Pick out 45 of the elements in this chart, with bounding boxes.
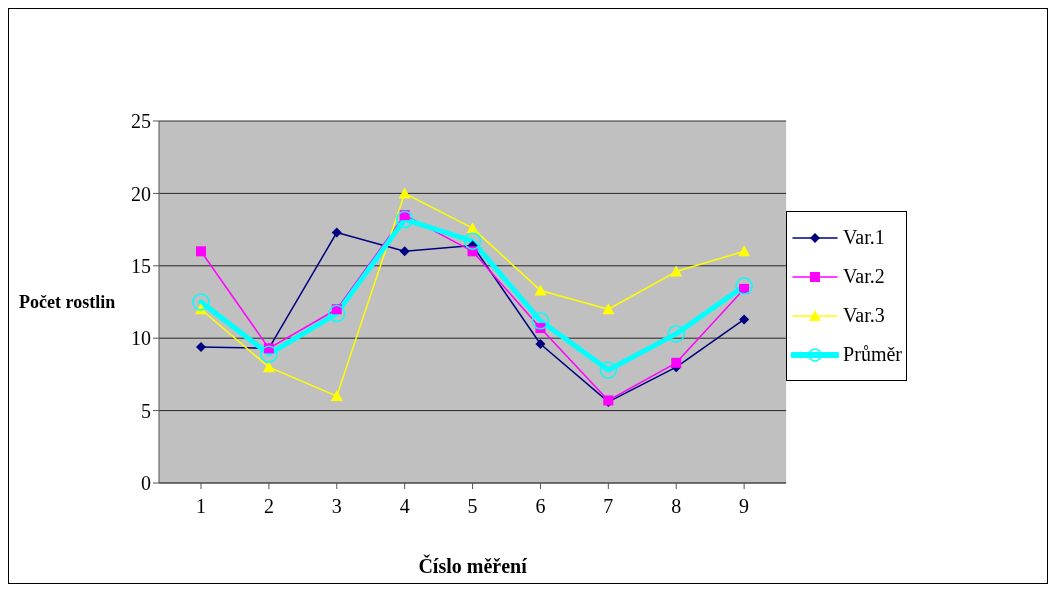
point [535, 338, 546, 349]
point [331, 227, 342, 238]
x-tick-label: 4 [399, 495, 410, 518]
point [463, 232, 482, 250]
point [260, 345, 278, 363]
point [531, 312, 550, 330]
y-tick-label: 0 [141, 472, 151, 495]
y-tick-label: 25 [131, 110, 151, 133]
point [599, 361, 618, 379]
point [670, 265, 683, 277]
point [196, 341, 206, 352]
x-tick-label: 7 [603, 495, 614, 518]
point [399, 246, 410, 257]
point [196, 246, 206, 257]
y-tick-label: 5 [141, 399, 151, 422]
x-tick-label: 8 [671, 495, 682, 518]
point [671, 357, 682, 368]
point [328, 304, 346, 323]
legend-label: Var.1 [843, 226, 885, 249]
point [738, 245, 751, 257]
point [398, 187, 411, 199]
point [466, 222, 479, 234]
point [262, 361, 275, 373]
point [735, 277, 753, 295]
x-tick-label: 9 [739, 495, 750, 518]
point [534, 284, 547, 296]
x-tick-label: 1 [196, 495, 206, 518]
x-tick-label: 6 [535, 495, 546, 518]
x-tick-label: 5 [467, 495, 478, 518]
point [667, 325, 685, 343]
x-tick-label: 2 [263, 495, 274, 518]
point [739, 314, 750, 325]
point [602, 303, 615, 315]
legend-label: Průměr [843, 343, 902, 366]
point [192, 293, 210, 311]
y-tick-label: 20 [131, 182, 151, 205]
point [395, 210, 414, 229]
point [330, 390, 343, 402]
legend-label: Var.3 [843, 304, 885, 327]
x-tick-label: 3 [331, 495, 342, 518]
y-tick-label: 10 [131, 327, 151, 350]
x-axis-title: Číslo měření [418, 554, 528, 577]
y-axis-title: Počet rostlin [19, 292, 116, 313]
y-tick-label: 15 [131, 254, 151, 277]
legend-label: Var.2 [843, 265, 885, 288]
